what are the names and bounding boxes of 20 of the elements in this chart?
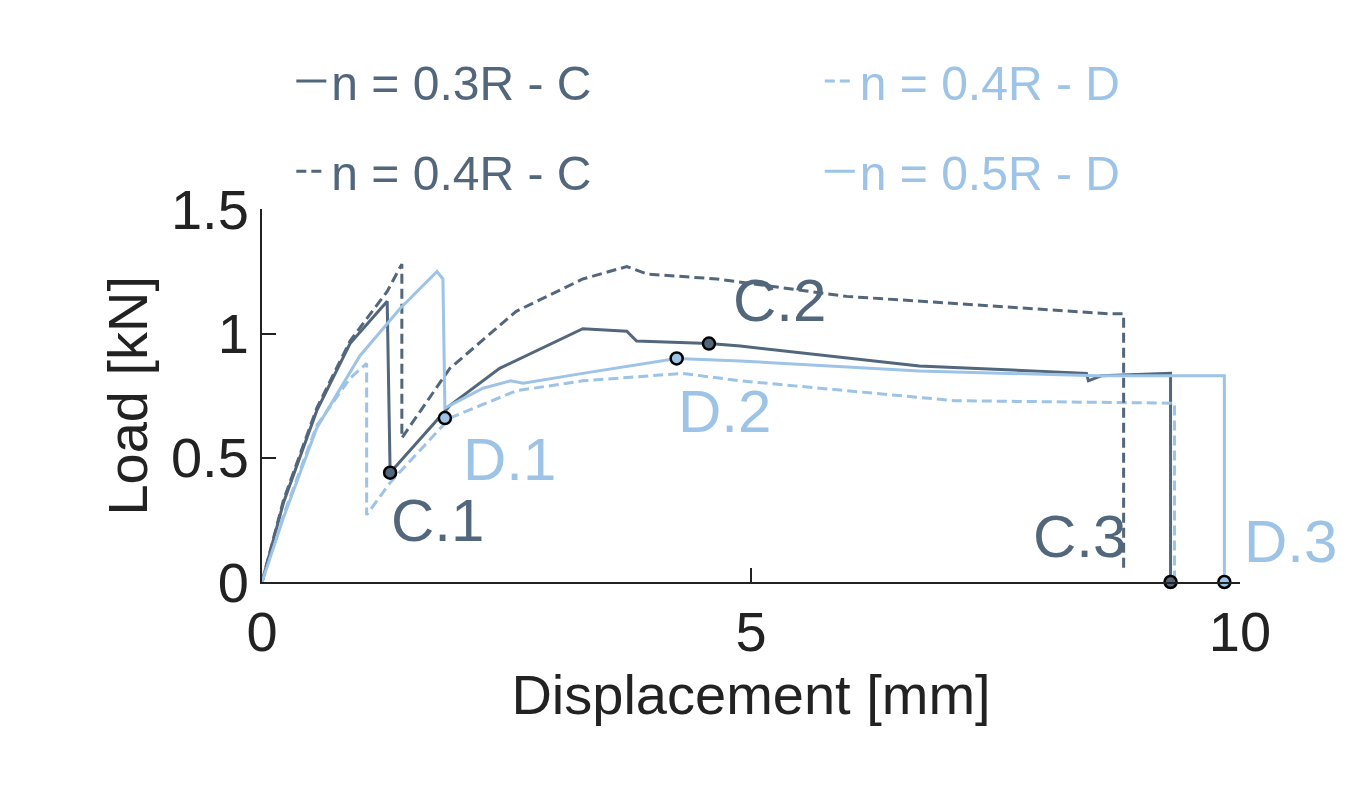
y-tick-label: 0.5 [170,426,249,490]
legend-label: n = 0.3R - C [331,56,592,110]
point [669,351,684,366]
legend-label: n = 0.4R - D [859,56,1120,110]
point [701,336,717,351]
y-tick-label: 1.5 [170,178,249,242]
point [437,410,453,426]
point [382,465,398,480]
annotation: C.3 [1033,503,1127,570]
annotation: D.3 [1244,508,1338,575]
y-axis-title: Load [kN] [96,275,160,516]
y-tick-label: 1 [217,302,249,366]
y-tick-label: 0 [217,550,249,614]
legend-label: n = 0.4R - C [331,146,592,200]
x-axis-title: Displacement [mm] [511,663,991,727]
annotation: D.2 [678,378,772,445]
legend-label: n = 0.5R - D [859,146,1120,200]
annotation: C.2 [733,267,827,334]
x-tick-label: 10 [1208,600,1272,664]
x-tick-label: 5 [735,600,767,664]
